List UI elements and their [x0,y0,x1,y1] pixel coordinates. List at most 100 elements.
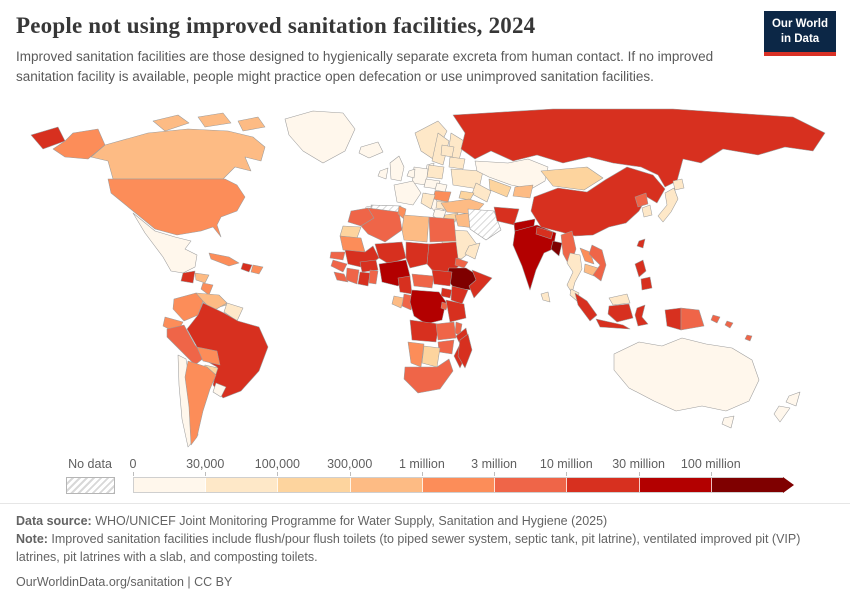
country-philippines-luzon[interactable] [634,259,647,278]
country-south-sudan[interactable] [431,269,453,287]
country-botswana[interactable] [421,345,441,368]
country-drc[interactable] [409,289,447,325]
country-melanesia-islands-2[interactable] [724,320,734,329]
country-melanesia-islands-1[interactable] [710,314,721,324]
country-guatemala[interactable] [180,270,196,284]
country-egypt[interactable] [428,216,457,243]
country-cuba[interactable] [208,252,240,267]
country-usa-alaska[interactable] [52,128,106,160]
country-belarus[interactable] [448,156,466,170]
legend-color-segment-3[interactable] [278,478,351,492]
country-somalia[interactable] [468,269,493,299]
country-france[interactable] [393,180,422,206]
country-hungary[interactable] [434,182,448,193]
country-venezuela[interactable] [195,292,228,312]
country-poland[interactable] [426,164,445,180]
country-turkmenistan[interactable] [471,182,492,203]
country-dominican-republic[interactable] [250,264,264,275]
country-zambia[interactable] [435,321,457,341]
legend-color-segment-5[interactable] [422,478,496,492]
country-ghana[interactable] [357,271,371,287]
country-oman[interactable] [464,242,481,260]
country-indonesia-sulawesi[interactable] [634,304,649,327]
country-tanzania[interactable] [445,299,467,323]
country-canada-arctic-2[interactable] [197,112,232,128]
country-honduras[interactable] [194,272,210,284]
country-brazil[interactable] [186,302,269,399]
country-bangladesh[interactable] [550,240,563,257]
country-gabon[interactable] [391,295,405,309]
license-line[interactable]: OurWorldinData.org/sanitation | CC BY [16,575,233,590]
country-libya[interactable] [401,214,430,243]
country-melanesia-islands-3[interactable] [744,334,753,342]
country-bolivia[interactable] [196,346,221,366]
country-japan-hokkaido[interactable] [672,178,685,191]
country-chad[interactable] [405,241,430,269]
country-iceland[interactable] [358,141,384,159]
country-uganda[interactable] [440,287,453,299]
owid-logo[interactable]: Our World in Data [764,11,836,56]
country-namibia[interactable] [407,341,425,368]
country-indonesia-papua[interactable] [664,307,682,331]
country-ireland[interactable] [377,167,389,180]
country-sweden[interactable] [431,132,450,166]
country-caucasus[interactable] [458,190,475,201]
country-argentina[interactable] [184,360,217,446]
country-north-korea[interactable] [634,192,649,208]
legend-color-segment-8[interactable] [639,478,712,492]
country-taiwan[interactable] [636,238,646,249]
country-new-zealand-south[interactable] [773,405,791,423]
country-madagascar[interactable] [457,333,473,369]
legend-color-segment-1[interactable] [134,478,207,492]
country-uzbekistan[interactable] [488,178,512,198]
country-japan[interactable] [657,187,679,223]
country-guinea[interactable] [330,259,348,273]
legend-no-data-swatch[interactable] [66,477,115,494]
country-burkina-faso[interactable] [359,259,379,273]
country-cameroon[interactable] [397,275,413,295]
country-kazakhstan[interactable] [474,158,549,190]
country-usa[interactable] [107,178,246,238]
legend-color-segment-9[interactable] [711,478,783,492]
country-balkans[interactable] [420,192,436,210]
country-south-korea[interactable] [641,204,653,218]
country-uruguay[interactable] [212,382,227,398]
country-central-african-republic[interactable] [411,273,435,289]
country-greenland[interactable] [284,110,356,164]
country-australia[interactable] [613,337,760,412]
legend-color-segment-4[interactable] [350,478,423,492]
country-kyrgyzstan-tajikistan[interactable] [512,184,534,199]
legend-color-segment-2[interactable] [206,478,279,492]
country-papua-new-guinea[interactable] [680,307,705,331]
country-laos[interactable] [579,247,595,265]
country-sierra-leone-liberia[interactable] [333,271,349,283]
country-new-zealand-north[interactable] [785,391,801,407]
country-peru[interactable] [166,324,206,366]
country-canada-arctic-3[interactable] [237,116,266,132]
country-sri-lanka[interactable] [540,291,551,303]
country-angola[interactable] [409,319,440,343]
country-rwanda-burundi[interactable] [440,301,449,311]
country-iran[interactable] [467,208,502,241]
country-vietnam[interactable] [588,244,607,282]
country-indonesia-java[interactable] [595,318,631,330]
country-malaysia-borneo[interactable] [608,293,631,306]
country-indonesia-sumatra[interactable] [574,292,598,322]
country-ivory-coast[interactable] [345,267,360,285]
country-uk[interactable] [389,155,405,182]
country-senegal[interactable] [329,251,346,261]
country-haiti[interactable] [240,262,253,273]
country-philippines-mindanao[interactable] [640,276,653,291]
country-indonesia-kalimantan[interactable] [607,303,634,323]
country-zimbabwe[interactable] [437,339,455,355]
country-russia[interactable] [452,108,826,188]
country-mexico[interactable] [132,212,198,274]
country-togo-benin[interactable] [368,269,379,285]
legend-color-segment-6[interactable] [495,478,568,492]
country-australia-tasmania[interactable] [721,415,735,429]
country-thailand[interactable] [566,252,583,294]
country-south-africa[interactable] [403,358,454,394]
country-india[interactable] [512,224,557,291]
country-mauritania[interactable] [339,235,366,253]
country-benelux[interactable] [406,168,416,179]
